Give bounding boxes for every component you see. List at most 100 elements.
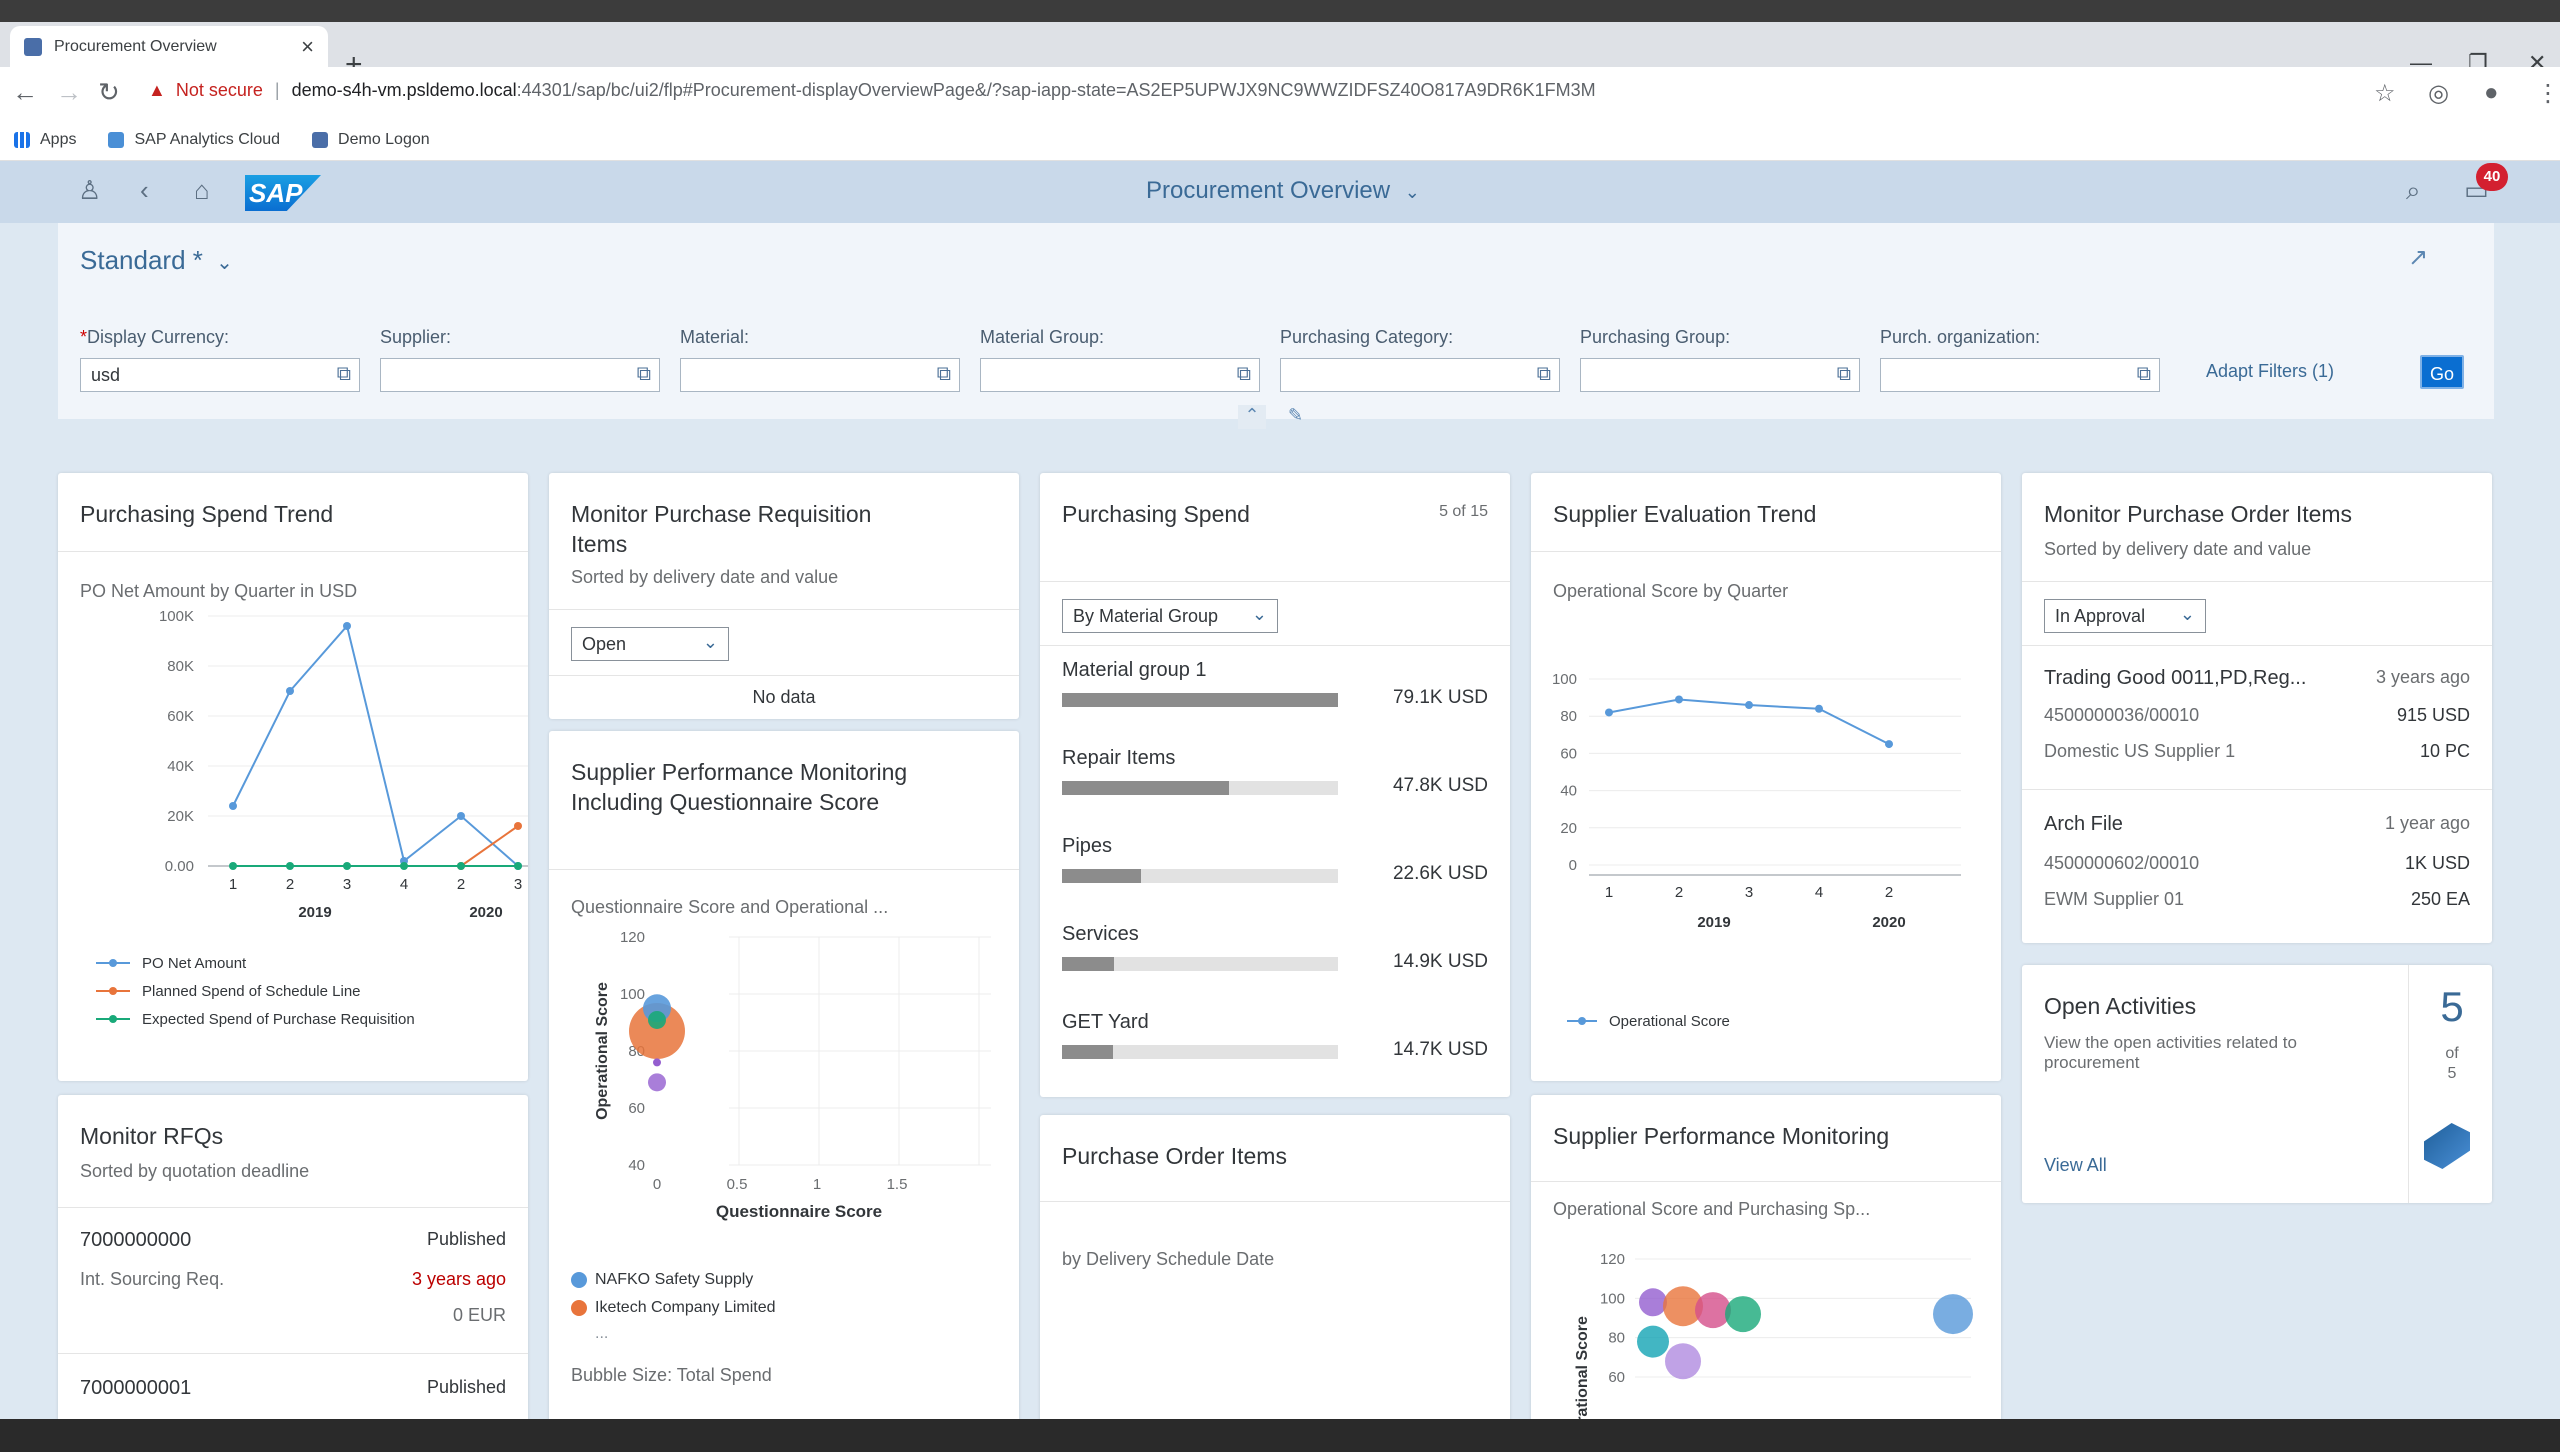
pr-status-select[interactable]: Open ⌄ <box>571 627 729 661</box>
rfq-item[interactable]: 7000000001 Published <box>80 1377 506 1400</box>
browser-tab[interactable]: Procurement Overview × <box>10 26 328 67</box>
card-subtitle: Questionnaire Score and Operational ... <box>571 897 889 917</box>
po-status-select[interactable]: In Approval ⌄ <box>2044 599 2206 633</box>
data-bubble <box>1637 1325 1669 1358</box>
app-title[interactable]: Procurement Overview ⌄ <box>1146 177 1420 205</box>
home-icon[interactable]: ⌂ <box>194 175 210 205</box>
view-all-link[interactable]: View All <box>2044 1155 2107 1175</box>
rfq-item[interactable]: 7000000000 Published <box>80 1229 506 1252</box>
supplier-input[interactable]: ⧉ <box>380 358 660 392</box>
activities-of: of <box>2445 1045 2459 1062</box>
card-supplier-evaluation-trend[interactable]: Supplier Evaluation Trend Operational Sc… <box>1531 473 2001 1081</box>
tab-close-icon[interactable]: × <box>301 33 314 59</box>
chevron-down-icon: ⌄ <box>216 252 233 274</box>
input-value: usd <box>91 365 121 385</box>
purch-organization-input[interactable]: ⧉ <box>1880 358 2160 392</box>
spend-bar-row[interactable]: GET Yard 14.7K USD <box>1062 1011 1488 1060</box>
card-title: Purchasing Spend <box>1062 501 1250 527</box>
value-help-icon[interactable]: ⧉ <box>636 363 651 385</box>
go-button[interactable]: Go <box>2420 355 2464 389</box>
card-monitor-pr-items[interactable]: Monitor Purchase Requisition Items Sorte… <box>549 473 1019 719</box>
display-currency-input[interactable]: usd ⧉ <box>80 358 360 392</box>
card-spm-questionnaire[interactable]: Supplier Performance Monitoring Includin… <box>549 731 1019 1419</box>
card-monitor-rfqs[interactable]: Monitor RFQs Sorted by quotation deadlin… <box>58 1095 528 1419</box>
filter-label: *Display Currency: <box>80 327 360 348</box>
value-help-icon[interactable]: ⧉ <box>336 363 351 385</box>
value-help-icon[interactable]: ⧉ <box>1536 363 1551 385</box>
po-item-name-row[interactable]: Trading Good 0011,PD,Reg... 3 years ago <box>2044 667 2470 690</box>
chevron-down-icon: ⌄ <box>1404 182 1420 202</box>
data-bubble <box>1639 1288 1667 1317</box>
card-subtitle: Sorted by quotation deadline <box>80 1161 310 1181</box>
po-item-name: Trading Good 0011,PD,Reg... <box>2044 667 2307 689</box>
spend-bar-row[interactable]: Repair Items 47.8K USD <box>1062 747 1488 796</box>
rfq-id: 7000000001 <box>80 1377 192 1399</box>
pin-icon[interactable]: ✎ <box>1288 405 1304 425</box>
value-help-icon[interactable]: ⧉ <box>2136 363 2151 385</box>
rfq-status: Published <box>426 1229 506 1249</box>
x-tick-label: 2 <box>286 876 294 893</box>
search-icon[interactable]: ⌕ <box>2406 175 2421 205</box>
bookmark-demo-logon[interactable]: Demo Logon <box>312 131 430 149</box>
data-point <box>457 812 465 820</box>
spend-bar <box>1062 869 1141 883</box>
spend-bar-row[interactable]: Pipes 22.6K USD <box>1062 835 1488 884</box>
spend-grouping-select[interactable]: By Material Group ⌄ <box>1062 599 1278 633</box>
spend-bar-value: 79.1K USD <box>1392 687 1488 708</box>
card-purchasing-spend[interactable]: Purchasing Spend 5 of 15 By Material Gro… <box>1040 473 1510 1097</box>
reload-icon[interactable]: ↻ <box>98 77 120 107</box>
profile-icon[interactable]: ● <box>2484 79 2499 106</box>
url-host: demo-s4h-vm.psldemo.local <box>291 80 517 100</box>
browser-addressbar: ← → ↻ ▲ Not secure | demo-s4h-vm.psldemo… <box>0 67 2560 119</box>
purchasing-spend-trend-chart[interactable]: 100K 80K 60K 40K 20K 0.00 1 2 3 4 2 3 2019 2020 PO Net… <box>58 603 528 1081</box>
bookmark-star-icon[interactable]: ☆ <box>2374 80 2396 107</box>
spend-bar-row[interactable]: Material group 1 79.1K USD <box>1062 659 1488 708</box>
card-monitor-po-items[interactable]: Monitor Purchase Order Items Sorted by d… <box>2022 473 2492 943</box>
spm-chart[interactable]: 120 100 80 60 Operational Score <box>1531 1235 2001 1419</box>
browser-menu-icon[interactable]: ⋮ <box>2536 80 2560 107</box>
x-tick-label: 3 <box>1745 884 1753 901</box>
card-open-activities[interactable]: Open Activities View the open activities… <box>2022 965 2492 1203</box>
x-tick-label: 3 <box>514 876 522 893</box>
purchasing-category-input[interactable]: ⧉ <box>1280 358 1560 392</box>
forward-icon[interactable]: → <box>56 77 82 107</box>
url-field[interactable]: ▲ Not secure | demo-s4h-vm.psldemo.local… <box>148 80 1596 101</box>
value-help-icon[interactable]: ⧉ <box>1236 363 1251 385</box>
bookmark-apps[interactable]: Apps <box>14 131 76 149</box>
back-icon[interactable]: ← <box>12 77 38 107</box>
y-tick-label: 80 <box>1608 1330 1625 1347</box>
card-divider <box>1531 1181 2001 1182</box>
extension-icon[interactable]: ◎ <box>2428 80 2449 107</box>
spend-bar-row[interactable]: Services 14.9K USD <box>1062 923 1488 972</box>
material-input[interactable]: ⧉ <box>680 358 960 392</box>
chevron-down-icon: ⌄ <box>702 632 718 652</box>
supplier-evaluation-chart[interactable]: 100 80 60 40 20 0 1 2 3 4 2 2019 2020 Operational Sco… <box>1531 603 2001 1081</box>
rfq-age: 3 years ago <box>411 1269 506 1289</box>
card-subtitle: PO Net Amount by Quarter in USD <box>80 581 358 601</box>
material-group-input[interactable]: ⧉ <box>980 358 1260 392</box>
card-purchasing-spend-trend[interactable]: Purchasing Spend Trend PO Net Amount by … <box>58 473 528 1081</box>
card-title: Supplier Performance Monitoring Includin… <box>571 759 908 815</box>
value-help-icon[interactable]: ⧉ <box>936 363 951 385</box>
po-amount: 915 USD <box>2396 705 2470 725</box>
data-point <box>1745 701 1753 710</box>
back-nav-icon[interactable]: ‹ <box>140 175 149 205</box>
spend-bar-track <box>1062 781 1338 795</box>
value-help-icon[interactable]: ⧉ <box>1836 363 1851 385</box>
app-title-text: Procurement Overview <box>1146 177 1391 204</box>
bookmark-sac[interactable]: SAP Analytics Cloud <box>108 131 280 149</box>
purchasing-group-input[interactable]: ⧉ <box>1580 358 1860 392</box>
user-icon[interactable]: ♙ <box>78 175 102 205</box>
y-tick-label: 120 <box>620 931 645 946</box>
po-item-name-row[interactable]: Arch File 1 year ago <box>2044 813 2470 836</box>
data-bubble <box>648 1010 666 1029</box>
card-supplier-performance-monitoring[interactable]: Supplier Performance Monitoring Operatio… <box>1531 1095 2001 1419</box>
sap-logo[interactable]: SAP <box>245 175 321 211</box>
variant-management[interactable]: Standard * ⌄ <box>80 245 233 276</box>
card-purchase-order-items[interactable]: Purchase Order Items by Delivery Schedul… <box>1040 1115 1510 1419</box>
taskbar <box>0 1419 2560 1452</box>
collapse-header-button[interactable]: ⌃ <box>1238 405 1266 429</box>
share-icon[interactable]: ↗ <box>2408 244 2429 271</box>
adapt-filters-button[interactable]: Adapt Filters (1) <box>2206 361 2335 381</box>
